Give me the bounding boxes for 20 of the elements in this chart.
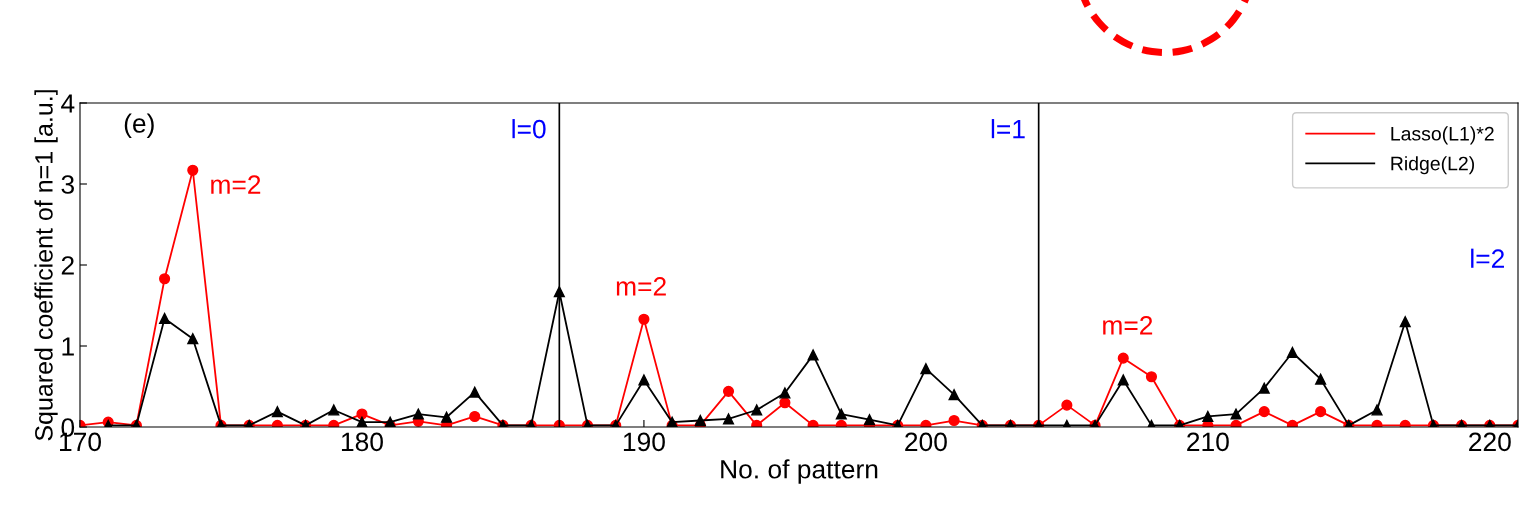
y-tick-label: 2 [61,256,74,275]
x-tick-label: 200 [905,432,947,452]
y-tick-label: 1 [62,337,74,356]
annotation: l=1 [991,119,1025,139]
y-axis-title: Squared coefficient of n=1 [a.u.] [34,90,58,441]
annotation: (e) [124,113,154,138]
legend-label: Lasso(L1)*2 [1391,126,1494,145]
annotation: l=2 [1471,248,1504,268]
annotation: m=2 [1103,315,1153,335]
x-tick-label: 180 [341,432,383,452]
y-tick-label: 3 [61,175,74,194]
annotation: m=2 [616,277,666,296]
x-tick-label: 210 [1187,432,1229,452]
y-tick-label: 4 [61,94,75,113]
annotation: l=0 [512,119,546,139]
annotation: m=2 [211,175,261,194]
legend-label: Ridge(L2) [1391,156,1474,175]
x-tick-label: 190 [623,432,665,452]
x-tick-label: 220 [1469,432,1511,452]
x-axis-title: No. of pattern [721,459,878,484]
